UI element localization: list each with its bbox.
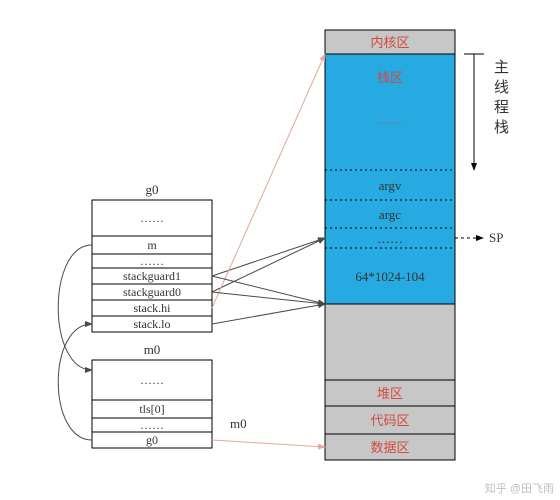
watermark: 知乎 @田飞雨	[485, 480, 554, 496]
g0-row-5-label: stack.hi	[134, 301, 172, 315]
mem-kernel-label: 内核区	[370, 35, 409, 50]
edge	[212, 238, 325, 292]
mem-code-label: 代码区	[370, 413, 409, 428]
g0-row-3-label: stackguard1	[123, 269, 181, 283]
edge	[212, 54, 325, 308]
edge	[212, 292, 325, 304]
mem-stack-1: argv	[379, 178, 402, 193]
mem-stack-2: argc	[379, 207, 401, 222]
svg-text:……: ……	[378, 113, 402, 127]
main-stack-label-0: 主	[494, 59, 509, 76]
main-stack-label-2: 程	[494, 99, 509, 116]
g0-row-0-label: ……	[140, 211, 164, 225]
m0-row-0-label: ……	[140, 373, 164, 387]
main-stack-label-3: 栈	[494, 119, 509, 136]
g0-title: g0	[146, 182, 159, 197]
m0-row-3-label: g0	[146, 433, 158, 447]
g0-row-4-label: stackguard0	[123, 285, 181, 299]
m0-title-right: m0	[230, 416, 247, 431]
edge	[212, 276, 325, 304]
mem-stack-4: 64*1024-104	[355, 269, 425, 284]
m0-row-1-label: tls[0]	[139, 402, 164, 416]
mem-gap1	[325, 304, 455, 380]
edge	[212, 440, 325, 447]
g0-row-6-label: stack.lo	[134, 317, 171, 331]
main-stack-label-1: 线	[494, 79, 509, 96]
mem-heap-label: 堆区	[377, 386, 403, 401]
g0-row-1-label: m	[147, 238, 157, 252]
g0-row-2-label: ……	[140, 254, 164, 268]
edge	[212, 304, 325, 324]
sp-label: SP	[489, 230, 503, 245]
mem-stack-3: ……	[377, 231, 403, 246]
m0-title: m0	[144, 342, 161, 357]
mem-data-label: 数据区	[370, 440, 409, 455]
m0-row-2-label: ……	[140, 418, 164, 432]
mem-stack-0: 栈区	[377, 70, 403, 85]
